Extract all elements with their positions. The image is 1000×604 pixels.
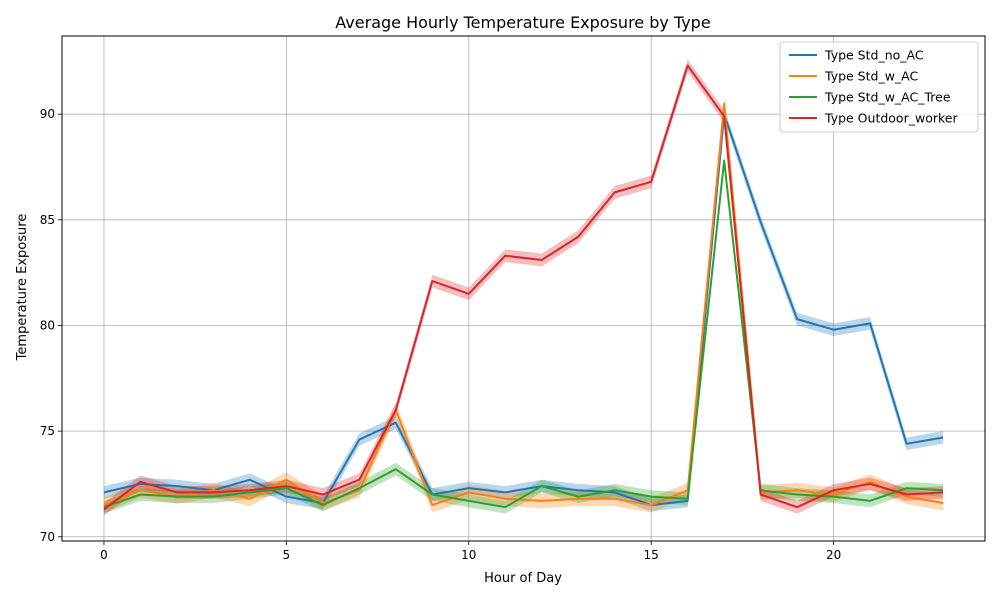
series-line-1 (103, 102, 944, 507)
chart-title: Average Hourly Temperature Exposure by T… (335, 13, 710, 32)
legend-entry: Type Outdoor_worker (824, 111, 958, 126)
y-tick-label: 90 (40, 107, 55, 121)
x-tick-label: 15 (644, 548, 659, 562)
series-lines (103, 64, 944, 511)
y-axis-ticks: 70 75 80 85 90 (40, 107, 62, 544)
x-tick-label: 5 (283, 548, 291, 562)
legend-box (779, 41, 979, 133)
legend-entry: Type Std_w_AC_Tree (824, 90, 951, 105)
y-tick-label: 75 (40, 424, 55, 438)
x-tick-label: 0 (100, 548, 108, 562)
series-line-2 (103, 159, 944, 509)
y-tick-label: 70 (40, 530, 55, 544)
series-line-3 (103, 64, 944, 511)
series-line-0 (103, 113, 944, 507)
legend-entry: Type Std_no_AC (824, 48, 924, 63)
plot-frame (61, 35, 986, 542)
x-tick-label: 10 (461, 548, 476, 562)
legend-entry: Type Std_w_AC (824, 69, 919, 84)
y-tick-label: 80 (40, 318, 55, 332)
legend: Type Std_no_AC Type Std_w_AC Type Std_w_AC… (779, 41, 979, 133)
x-axis-ticks: 0 5 10 15 20 (100, 541, 841, 562)
y-axis-label: Temperature Exposure (15, 214, 30, 362)
y-tick-label: 85 (40, 213, 55, 227)
x-tick-label: 20 (826, 548, 841, 562)
x-axis-label: Hour of Day (484, 571, 562, 586)
